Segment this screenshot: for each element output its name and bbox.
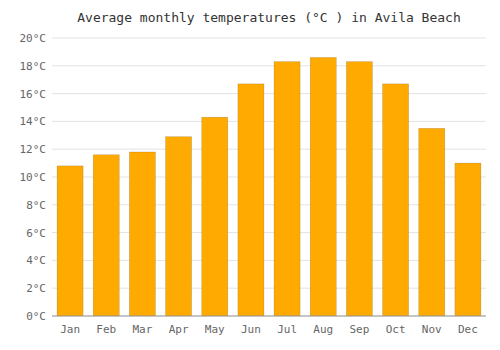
bar <box>202 117 228 316</box>
x-tick-label: Jan <box>60 323 80 336</box>
x-tick-label: Feb <box>96 323 116 336</box>
x-tick-label: Nov <box>422 323 442 336</box>
bar <box>238 84 264 316</box>
x-tick-label: Jul <box>277 323 297 336</box>
y-tick-label: 16°C <box>20 88 47 101</box>
bar <box>419 128 445 316</box>
grid-line <box>52 65 486 66</box>
y-grid <box>52 38 486 316</box>
y-tick-label: 8°C <box>26 199 46 212</box>
chart: Average monthly temperatures (°C ) in Av… <box>0 0 500 350</box>
grid-line <box>52 121 486 122</box>
y-tick-label: 12°C <box>20 143 47 156</box>
title: Average monthly temperatures (°C ) in Av… <box>77 10 461 25</box>
grid-line <box>52 38 486 39</box>
x-tick-label: May <box>205 323 225 336</box>
bar <box>129 152 155 316</box>
y-tick-label: 14°C <box>20 115 47 128</box>
chart-container: Average monthly temperatures (°C ) in Av… <box>0 0 500 350</box>
x-tick-label: Apr <box>169 323 189 336</box>
y-tick-label: 0°C <box>26 310 46 323</box>
y-tick-label: 4°C <box>26 254 46 267</box>
x-tick-label: Jun <box>241 323 261 336</box>
x-tick-label: Mar <box>132 323 152 336</box>
y-tick-label: 6°C <box>26 227 46 240</box>
bar <box>383 84 409 316</box>
x-tick-label: Aug <box>313 323 333 336</box>
bar <box>57 166 83 316</box>
x-axis-line <box>52 316 486 317</box>
x-tick-label: Dec <box>458 323 478 336</box>
bar <box>274 62 300 316</box>
y-tick-label: 10°C <box>20 171 47 184</box>
bar <box>455 163 481 316</box>
x-tick-label: Sep <box>349 323 369 336</box>
y-tick-label: 18°C <box>20 60 47 73</box>
y-tick-label: 2°C <box>26 282 46 295</box>
bar <box>346 62 372 316</box>
x-tick-label: Oct <box>386 323 406 336</box>
bar <box>93 155 119 316</box>
y-tick-label: 20°C <box>20 32 47 45</box>
bar <box>166 137 192 316</box>
bars <box>57 57 481 316</box>
grid-line <box>52 93 486 94</box>
bar <box>310 57 336 316</box>
grid-line <box>52 316 486 317</box>
